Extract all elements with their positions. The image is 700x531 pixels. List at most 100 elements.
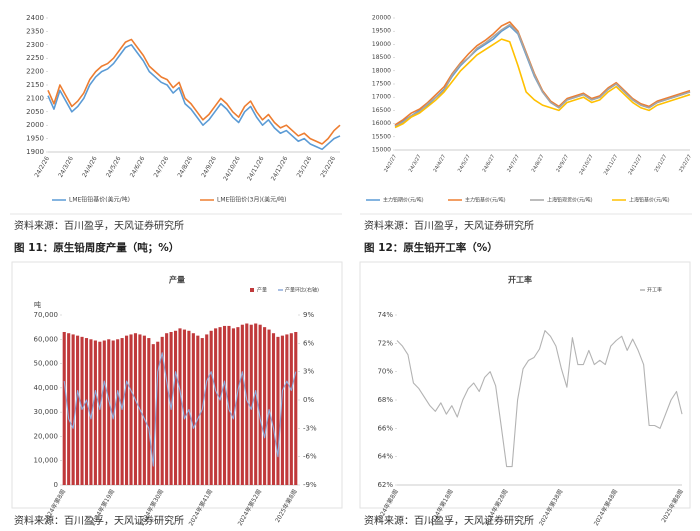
bar	[173, 330, 178, 485]
bar	[98, 341, 102, 485]
bar	[214, 328, 218, 485]
y-tick-label: 17000	[372, 94, 391, 101]
y-tick-label: 72%	[377, 339, 393, 347]
bar	[227, 325, 231, 485]
x-tick-label: 24/9/27	[555, 154, 570, 174]
bar	[200, 338, 204, 485]
chart-title: 产量	[169, 275, 185, 285]
bar	[160, 336, 164, 485]
x-tick-label: 2025年第8周	[660, 488, 685, 524]
x-tick-label: 24/10/26	[222, 155, 242, 182]
panel-frame	[11, 261, 343, 509]
source-note: 资料来源：百川盈孚，天风证券研究所	[364, 219, 534, 232]
x-tick-label: 24/8/27	[531, 154, 546, 174]
x-tick-label: 24/11/27	[603, 154, 619, 176]
source-note: 资料来源：百川盈孚，天风证券研究所	[14, 514, 184, 527]
figure-title: 图 12：原生铅开工率（%）	[364, 241, 498, 254]
y-tick-label: 0	[54, 481, 58, 489]
y2-tick-label: -6%	[303, 453, 317, 461]
y-tick-label: 70%	[377, 368, 393, 376]
y2-tick-label: -3%	[303, 424, 317, 432]
y-tick-label: 15000	[372, 147, 391, 154]
bar	[80, 336, 84, 485]
bar	[240, 324, 244, 485]
x-tick-label: 24/2/27	[383, 154, 398, 174]
x-tick-label: 24/5/26	[105, 155, 123, 179]
y-tick-label: 18500	[372, 54, 391, 61]
bar	[133, 333, 138, 485]
bar	[102, 340, 106, 485]
bar	[62, 332, 66, 485]
bar	[191, 333, 195, 485]
y-tick-label: 74%	[377, 311, 393, 319]
y-tick-label: 2000	[26, 121, 44, 129]
y-tick-label: 64%	[377, 453, 393, 461]
legend-label: 主力铅期价(元/吨)	[383, 197, 424, 204]
legend-label: 产量	[257, 287, 267, 294]
x-tick-label: 24/3/27	[408, 154, 423, 174]
x-tick-label: 24/6/27	[482, 154, 497, 174]
series-line	[394, 25, 691, 127]
bar	[205, 334, 209, 485]
legend-label: 上海铅现货价(元/吨)	[547, 197, 593, 204]
bar	[116, 339, 120, 485]
bar	[107, 339, 111, 485]
panel-frame	[359, 261, 691, 509]
x-tick-label: 24/7/26	[153, 155, 171, 179]
y-tick-label: 2150	[26, 81, 44, 89]
bar	[129, 334, 133, 485]
y2-tick-label: -9%	[303, 481, 317, 489]
y2-tick-label: 9%	[303, 311, 314, 319]
y-tick-label: 19000	[372, 41, 391, 48]
x-tick-label: 25/2/26	[319, 155, 337, 179]
x-tick-label: 24/2/26	[33, 155, 51, 179]
bar	[254, 323, 258, 485]
y-tick-label: 2300	[26, 41, 44, 49]
y-tick-label: 66%	[377, 424, 393, 432]
y-tick-label: 17500	[372, 81, 391, 88]
y-tick-label: 40,000	[34, 384, 59, 392]
legend-label: LME铅铅基价(美元/吨)	[69, 196, 130, 204]
x-tick-label: 24/4/27	[432, 154, 447, 174]
y2-tick-label: 0%	[303, 396, 314, 404]
bar	[258, 324, 262, 485]
y-tick-label: 20000	[372, 15, 391, 22]
y-tick-label: 60,000	[34, 335, 59, 343]
bar	[89, 339, 93, 485]
bar	[294, 332, 298, 485]
bar	[222, 325, 227, 485]
series-line	[47, 44, 341, 151]
bar	[276, 336, 280, 485]
y-tick-label: 2350	[26, 27, 44, 35]
x-tick-label: 24/7/27	[506, 154, 521, 174]
series-line	[394, 23, 691, 127]
bar	[271, 333, 276, 485]
y-unit: 吨	[34, 300, 41, 309]
chart-title: 开工率	[508, 275, 532, 285]
y-tick-label: 2400	[26, 14, 44, 22]
y-tick-label: 2050	[26, 108, 44, 116]
x-tick-label: 24/9/26	[200, 155, 218, 179]
bar	[249, 324, 253, 485]
bar	[120, 338, 124, 485]
y-tick-label: 1900	[26, 148, 44, 156]
bar	[156, 341, 160, 485]
bar	[71, 334, 75, 485]
bar	[245, 323, 249, 485]
y-tick-label: 2250	[26, 54, 44, 62]
x-tick-label: 25/1/26	[296, 155, 314, 179]
bar	[147, 338, 151, 485]
bar	[67, 333, 71, 485]
x-tick-label: 2024年第48周	[592, 488, 619, 527]
bar	[182, 329, 187, 485]
bar	[231, 328, 235, 485]
series-line	[47, 38, 341, 145]
legend-label: 上海铅基价(元/吨)	[629, 197, 670, 204]
x-tick-label: 24/5/27	[457, 154, 472, 174]
y-tick-label: 62%	[377, 481, 393, 489]
bar	[218, 327, 222, 485]
bar	[263, 327, 267, 485]
x-tick-label: 2024年第41周	[187, 488, 214, 527]
y2-tick-label: 6%	[303, 339, 314, 347]
source-note: 资料来源：百川盈孚，天风证券研究所	[364, 514, 534, 527]
